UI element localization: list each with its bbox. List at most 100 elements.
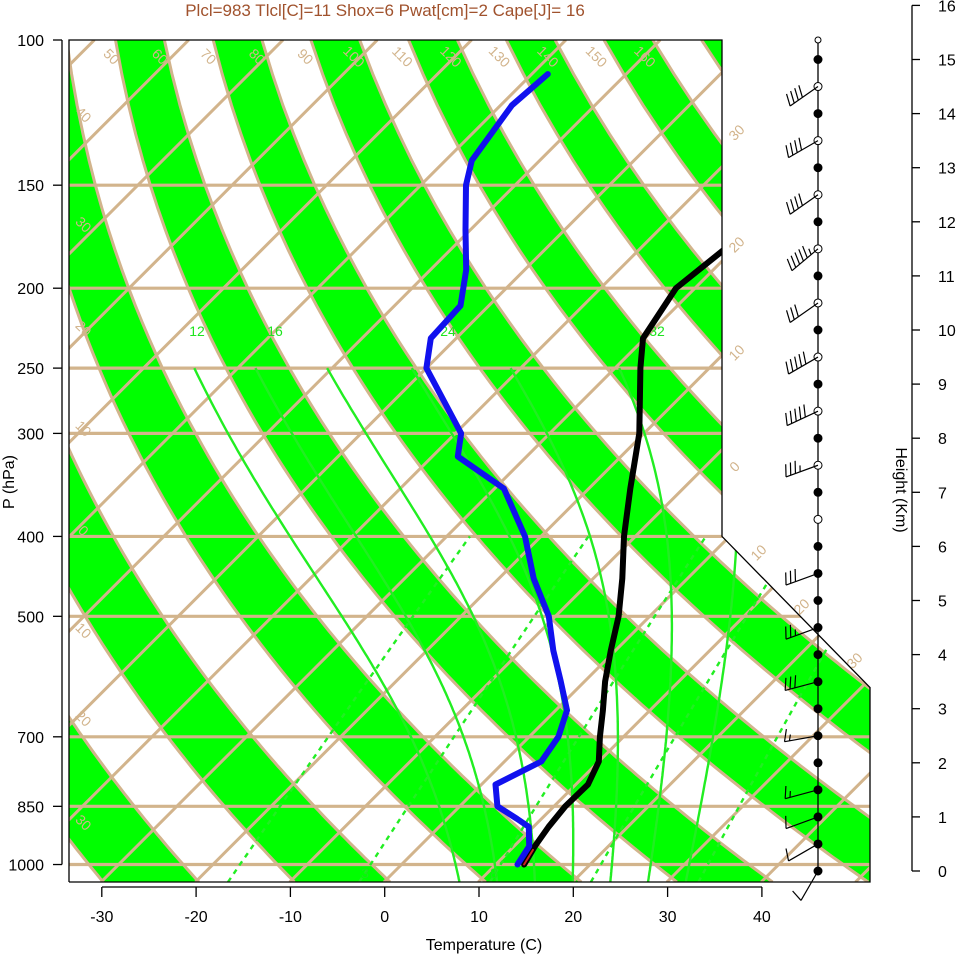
y-tick-label: 100 — [17, 33, 44, 50]
mixing-ratio-label: 3 — [361, 865, 369, 881]
band — [115, 40, 773, 882]
height-tick-label: 10 — [938, 323, 956, 340]
mixing-ratio-line — [358, 535, 590, 882]
band — [69, 40, 582, 882]
height-tick-label: 5 — [938, 594, 947, 611]
wind-barb — [785, 351, 819, 375]
wind-barb — [785, 302, 819, 323]
height-tick-label: 0 — [938, 864, 947, 881]
y-tick-label: 700 — [17, 730, 44, 747]
wind-barb — [785, 624, 819, 640]
isotherm — [665, 40, 870, 882]
height-tick-label: 14 — [938, 107, 956, 124]
moist-adiabat — [509, 367, 620, 882]
dry-adiabat — [358, 40, 870, 882]
wind-barb — [785, 404, 819, 427]
wind-level-dot — [813, 433, 823, 443]
y-tick-label: 500 — [17, 609, 44, 626]
moist-adiabat — [618, 367, 674, 882]
height-axis-label: Height (Km) — [892, 447, 909, 532]
height-tick-label: 11 — [938, 269, 955, 286]
wind-barb — [792, 870, 819, 901]
isotherm — [69, 40, 567, 882]
wind-top-marker — [814, 36, 822, 44]
dry-adiabat — [69, 40, 583, 882]
dry-adiabat — [309, 40, 870, 882]
height-tick-label: 13 — [938, 161, 956, 178]
x-axis: -30 -20 -10 0 10 20 30 40 — [90, 886, 771, 926]
dry-adiabat-bands — [69, 40, 870, 882]
y-tick-label: 400 — [17, 529, 44, 546]
wind-profile — [783, 36, 823, 901]
isotherm-label: 10 — [747, 541, 769, 563]
wind-barb — [783, 729, 819, 743]
wind-barb — [785, 85, 819, 107]
band — [69, 40, 390, 882]
wind-level-dot — [813, 650, 823, 660]
isotherm — [69, 40, 756, 882]
isotherm-label: 0 — [726, 458, 743, 475]
x-tick-label: 10 — [470, 909, 488, 926]
isotherm — [69, 40, 379, 882]
isotherm — [194, 40, 870, 882]
wind-level-dot — [813, 55, 823, 64]
x-tick-label: 0 — [380, 909, 389, 926]
wind-barb — [785, 460, 819, 478]
isotherm-label: 20 — [725, 233, 747, 255]
parcel-path — [523, 848, 534, 866]
wind-level-dot — [813, 487, 823, 497]
wind-barb — [786, 245, 819, 272]
y-tick-label: 200 — [17, 281, 44, 298]
wind-barb — [785, 193, 819, 215]
dry-adiabat-labels: 50 60 70 80 90 100 110 120 130 140 150 160 — [100, 43, 659, 71]
wind-level-dot — [813, 758, 823, 768]
dry-adiabat — [114, 40, 678, 882]
height-tick-label: 3 — [938, 702, 947, 719]
isotherm-label: 10 — [725, 341, 747, 363]
dry-adiabat — [211, 40, 870, 882]
mixing-ratio-line — [697, 535, 870, 882]
height-tick-label: 9 — [938, 377, 947, 394]
dry-adiabat — [260, 40, 870, 882]
wind-level-dot — [813, 379, 823, 389]
dry-adiabat — [69, 40, 487, 882]
temperature-profile — [521, 87, 870, 868]
isotherm — [69, 40, 473, 882]
moist-adiabat-label: 12 — [189, 323, 205, 339]
band — [213, 40, 870, 882]
wind-level-dot — [813, 163, 823, 173]
wind-level-dot — [813, 109, 823, 119]
wind-level-dot — [813, 271, 823, 281]
height-tick-label: 4 — [938, 648, 947, 665]
isotherm-label: 20 — [790, 595, 812, 617]
y-tick-label: 150 — [17, 178, 44, 195]
height-tick-label: 1 — [938, 810, 947, 827]
mixing-ratio-label: 8 — [490, 865, 498, 881]
wind-level-dot — [813, 704, 823, 714]
mixing-ratio-line — [227, 535, 471, 882]
mixing-ratio-lines — [227, 535, 870, 882]
dry-adiabat — [69, 40, 392, 882]
moist-adiabat-label: 16 — [267, 323, 283, 339]
mixing-ratio-line — [589, 535, 797, 882]
dry-adiabat — [69, 40, 200, 882]
dry-adiabat — [407, 40, 870, 882]
wind-level-dot — [813, 325, 823, 335]
dewpoint-profile — [423, 71, 570, 868]
height-tick-label: 6 — [938, 539, 947, 556]
x-tick-label: 20 — [564, 909, 582, 926]
dry-adiabat — [162, 40, 774, 882]
x-tick-label: -20 — [185, 909, 208, 926]
height-tick-label: 15 — [938, 53, 956, 70]
moist-adiabat — [193, 367, 461, 882]
y-axis-label: P (hPa) — [1, 455, 18, 509]
y-tick-label: 1000 — [8, 858, 44, 875]
height-tick-label: 12 — [938, 215, 956, 232]
isotherm — [69, 40, 850, 882]
wind-level-dot — [813, 596, 823, 605]
wind-barb — [785, 815, 819, 830]
wind-barb — [784, 675, 819, 692]
height-tick-label: 16 — [938, 0, 956, 15]
